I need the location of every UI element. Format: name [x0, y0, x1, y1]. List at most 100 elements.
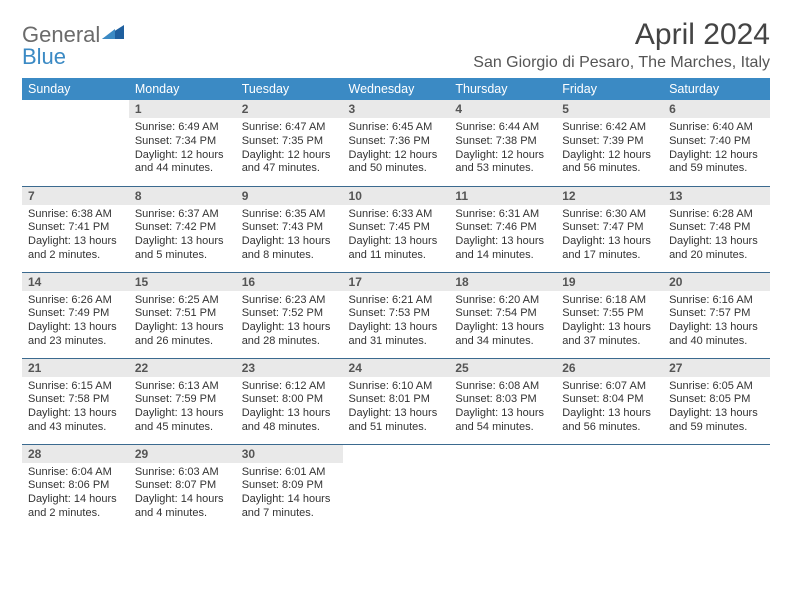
day-details: Sunrise: 6:08 AMSunset: 8:03 PMDaylight:…: [449, 377, 556, 439]
sunrise-text: Sunrise: 6:35 AM: [242, 208, 337, 222]
calendar-day-cell: 8Sunrise: 6:37 AMSunset: 7:42 PMDaylight…: [129, 186, 236, 272]
daylight-text: Daylight: 13 hours and 28 minutes.: [242, 321, 337, 349]
sunrise-text: Sunrise: 6:05 AM: [669, 380, 764, 394]
day-number: 12: [556, 187, 663, 205]
day-details: Sunrise: 6:28 AMSunset: 7:48 PMDaylight:…: [663, 205, 770, 267]
daylight-text: Daylight: 12 hours and 53 minutes.: [455, 149, 550, 177]
day-number: 15: [129, 273, 236, 291]
day-number: 28: [22, 445, 129, 463]
day-number: 23: [236, 359, 343, 377]
daylight-text: Daylight: 13 hours and 54 minutes.: [455, 407, 550, 435]
weekday-header: Tuesday: [236, 78, 343, 100]
day-details: Sunrise: 6:31 AMSunset: 7:46 PMDaylight:…: [449, 205, 556, 267]
sunrise-text: Sunrise: 6:03 AM: [135, 466, 230, 480]
daylight-text: Daylight: 13 hours and 51 minutes.: [349, 407, 444, 435]
day-number: 6: [663, 100, 770, 118]
daylight-text: Daylight: 13 hours and 59 minutes.: [669, 407, 764, 435]
day-details: Sunrise: 6:25 AMSunset: 7:51 PMDaylight:…: [129, 291, 236, 353]
sunrise-text: Sunrise: 6:10 AM: [349, 380, 444, 394]
sunrise-text: Sunrise: 6:26 AM: [28, 294, 123, 308]
calendar-day-cell: 1Sunrise: 6:49 AMSunset: 7:34 PMDaylight…: [129, 100, 236, 186]
sunrise-text: Sunrise: 6:25 AM: [135, 294, 230, 308]
day-details: Sunrise: 6:12 AMSunset: 8:00 PMDaylight:…: [236, 377, 343, 439]
sunrise-text: Sunrise: 6:08 AM: [455, 380, 550, 394]
calendar-day-cell: 9Sunrise: 6:35 AMSunset: 7:43 PMDaylight…: [236, 186, 343, 272]
day-details: Sunrise: 6:42 AMSunset: 7:39 PMDaylight:…: [556, 118, 663, 180]
day-details: Sunrise: 6:30 AMSunset: 7:47 PMDaylight:…: [556, 205, 663, 267]
day-details: Sunrise: 6:37 AMSunset: 7:42 PMDaylight:…: [129, 205, 236, 267]
calendar-day-cell: 15Sunrise: 6:25 AMSunset: 7:51 PMDayligh…: [129, 272, 236, 358]
calendar-day-cell: 13Sunrise: 6:28 AMSunset: 7:48 PMDayligh…: [663, 186, 770, 272]
calendar-day-cell: 7Sunrise: 6:38 AMSunset: 7:41 PMDaylight…: [22, 186, 129, 272]
sunset-text: Sunset: 7:39 PM: [562, 135, 657, 149]
sunrise-text: Sunrise: 6:33 AM: [349, 208, 444, 222]
calendar-day-cell: 25Sunrise: 6:08 AMSunset: 8:03 PMDayligh…: [449, 358, 556, 444]
daylight-text: Daylight: 13 hours and 8 minutes.: [242, 235, 337, 263]
calendar-day-cell: ..: [343, 444, 450, 530]
day-details: Sunrise: 6:45 AMSunset: 7:36 PMDaylight:…: [343, 118, 450, 180]
calendar-day-cell: 26Sunrise: 6:07 AMSunset: 8:04 PMDayligh…: [556, 358, 663, 444]
daylight-text: Daylight: 13 hours and 48 minutes.: [242, 407, 337, 435]
day-details: Sunrise: 6:44 AMSunset: 7:38 PMDaylight:…: [449, 118, 556, 180]
sunset-text: Sunset: 7:57 PM: [669, 307, 764, 321]
calendar-day-cell: 4Sunrise: 6:44 AMSunset: 7:38 PMDaylight…: [449, 100, 556, 186]
calendar-day-cell: 17Sunrise: 6:21 AMSunset: 7:53 PMDayligh…: [343, 272, 450, 358]
sunset-text: Sunset: 8:00 PM: [242, 393, 337, 407]
sunset-text: Sunset: 7:48 PM: [669, 221, 764, 235]
daylight-text: Daylight: 13 hours and 37 minutes.: [562, 321, 657, 349]
day-details: Sunrise: 6:04 AMSunset: 8:06 PMDaylight:…: [22, 463, 129, 525]
calendar-table: Sunday Monday Tuesday Wednesday Thursday…: [22, 78, 770, 530]
sunrise-text: Sunrise: 6:12 AM: [242, 380, 337, 394]
calendar-day-cell: 29Sunrise: 6:03 AMSunset: 8:07 PMDayligh…: [129, 444, 236, 530]
daylight-text: Daylight: 13 hours and 20 minutes.: [669, 235, 764, 263]
calendar-day-cell: 20Sunrise: 6:16 AMSunset: 7:57 PMDayligh…: [663, 272, 770, 358]
daylight-text: Daylight: 13 hours and 2 minutes.: [28, 235, 123, 263]
day-number: 10: [343, 187, 450, 205]
daylight-text: Daylight: 13 hours and 43 minutes.: [28, 407, 123, 435]
sunrise-text: Sunrise: 6:07 AM: [562, 380, 657, 394]
day-details: Sunrise: 6:01 AMSunset: 8:09 PMDaylight:…: [236, 463, 343, 525]
daylight-text: Daylight: 14 hours and 7 minutes.: [242, 493, 337, 521]
sunrise-text: Sunrise: 6:16 AM: [669, 294, 764, 308]
day-details: Sunrise: 6:16 AMSunset: 7:57 PMDaylight:…: [663, 291, 770, 353]
day-number: 19: [556, 273, 663, 291]
day-details: Sunrise: 6:26 AMSunset: 7:49 PMDaylight:…: [22, 291, 129, 353]
calendar-day-cell: 14Sunrise: 6:26 AMSunset: 7:49 PMDayligh…: [22, 272, 129, 358]
day-details: Sunrise: 6:47 AMSunset: 7:35 PMDaylight:…: [236, 118, 343, 180]
calendar-day-cell: ..: [449, 444, 556, 530]
day-number: 1: [129, 100, 236, 118]
daylight-text: Daylight: 13 hours and 5 minutes.: [135, 235, 230, 263]
day-number: 16: [236, 273, 343, 291]
sunrise-text: Sunrise: 6:13 AM: [135, 380, 230, 394]
calendar-day-cell: 10Sunrise: 6:33 AMSunset: 7:45 PMDayligh…: [343, 186, 450, 272]
day-number: 21: [22, 359, 129, 377]
sunset-text: Sunset: 7:53 PM: [349, 307, 444, 321]
weekday-header: Thursday: [449, 78, 556, 100]
calendar-week-row: 14Sunrise: 6:26 AMSunset: 7:49 PMDayligh…: [22, 272, 770, 358]
daylight-text: Daylight: 13 hours and 31 minutes.: [349, 321, 444, 349]
day-details: Sunrise: 6:03 AMSunset: 8:07 PMDaylight:…: [129, 463, 236, 525]
sunrise-text: Sunrise: 6:15 AM: [28, 380, 123, 394]
sunrise-text: Sunrise: 6:30 AM: [562, 208, 657, 222]
sunset-text: Sunset: 8:05 PM: [669, 393, 764, 407]
sunset-text: Sunset: 7:51 PM: [135, 307, 230, 321]
sunset-text: Sunset: 7:40 PM: [669, 135, 764, 149]
sunrise-text: Sunrise: 6:40 AM: [669, 121, 764, 135]
weekday-header: Saturday: [663, 78, 770, 100]
sunrise-text: Sunrise: 6:44 AM: [455, 121, 550, 135]
calendar-week-row: 7Sunrise: 6:38 AMSunset: 7:41 PMDaylight…: [22, 186, 770, 272]
calendar-day-cell: 21Sunrise: 6:15 AMSunset: 7:58 PMDayligh…: [22, 358, 129, 444]
sunset-text: Sunset: 7:36 PM: [349, 135, 444, 149]
sunset-text: Sunset: 7:43 PM: [242, 221, 337, 235]
daylight-text: Daylight: 12 hours and 50 minutes.: [349, 149, 444, 177]
calendar-day-cell: 23Sunrise: 6:12 AMSunset: 8:00 PMDayligh…: [236, 358, 343, 444]
day-details: Sunrise: 6:18 AMSunset: 7:55 PMDaylight:…: [556, 291, 663, 353]
day-number: 20: [663, 273, 770, 291]
calendar-week-row: 28Sunrise: 6:04 AMSunset: 8:06 PMDayligh…: [22, 444, 770, 530]
day-number: 26: [556, 359, 663, 377]
location-text: San Giorgio di Pesaro, The Marches, Ital…: [473, 54, 770, 72]
sunset-text: Sunset: 7:54 PM: [455, 307, 550, 321]
calendar-day-cell: ..: [22, 100, 129, 186]
daylight-text: Daylight: 13 hours and 26 minutes.: [135, 321, 230, 349]
sunrise-text: Sunrise: 6:49 AM: [135, 121, 230, 135]
